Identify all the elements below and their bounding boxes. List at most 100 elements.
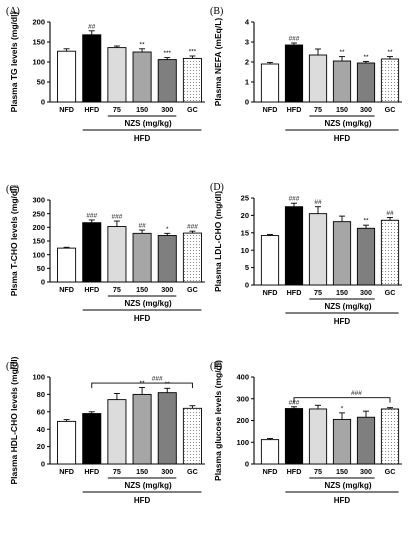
x-tick-label-nzs150: 150 (136, 467, 148, 476)
y-tick-label: 0 (41, 98, 45, 107)
hfd-group-label: HFD (134, 134, 151, 143)
bar-nzs75 (308, 213, 328, 286)
bar-nzs300 (157, 392, 177, 465)
bar-nfd (57, 247, 77, 283)
chart-panel-3: (C)Plsma T-CHO levels (mg/dl) 0 50 100 150 20… (6, 184, 205, 323)
x-tick-label-nfd: NFD (263, 105, 278, 114)
significance-hfd: ### (86, 212, 97, 219)
y-axis-label: Plsma T-CHO levels (mg/dl) (9, 186, 19, 297)
x-tick-label-nfd: NFD (59, 285, 74, 294)
significance-gc: ** (387, 49, 393, 56)
y-axis-label: Plasma LDL-CHO (mg/dl) (213, 191, 223, 292)
bar-nzs75 (308, 54, 328, 103)
x-tick-label-nfd: NFD (59, 105, 74, 114)
bar-hfd (82, 222, 102, 283)
bar-nzs150 (332, 221, 352, 286)
y-tick-label: 100 (236, 438, 249, 447)
bar-nfd (260, 439, 280, 465)
bar-gc (380, 58, 400, 103)
x-tick-label-nzs150: 150 (336, 467, 348, 476)
bar-nzs300 (157, 235, 177, 283)
bar-hfd (82, 34, 102, 103)
bar-gc (182, 407, 202, 465)
significance-nzs150: ** (339, 49, 345, 56)
bar-hfd (284, 44, 304, 103)
x-tick-label-nzs300: 300 (161, 467, 173, 476)
x-tick-label-nzs150: 150 (336, 288, 348, 297)
nzs-group-label: NZS (mg/kg) (125, 481, 172, 490)
bar-nzs150 (132, 51, 152, 103)
significance-nzs300: ** (363, 218, 369, 225)
bar-nzs300 (356, 62, 376, 103)
y-tick-label: 0 (245, 281, 249, 290)
significance-nzs300: ** (363, 54, 369, 61)
x-tick-label-nfd: NFD (59, 467, 74, 476)
x-tick-label-hfd: HFD (287, 467, 302, 476)
x-tick-label-nzs150: 150 (136, 285, 148, 294)
x-tick-label-hfd: HFD (84, 105, 99, 114)
significance-nzs75: ### (111, 214, 122, 221)
x-tick-label-nzs150: 150 (336, 105, 348, 114)
x-tick-label-gc: GC (385, 467, 396, 476)
x-tick-label-nzs75: 75 (314, 105, 322, 114)
x-tick-label-nzs75: 75 (113, 467, 121, 476)
y-tick-label: 50 (37, 264, 45, 273)
panel-letter: (B) (210, 6, 223, 17)
bar-hfd (284, 206, 304, 286)
x-tick-label-nzs150: 150 (136, 105, 148, 114)
y-tick-label: 0 (245, 460, 249, 469)
x-tick-label-gc: GC (187, 467, 198, 476)
x-tick-label-gc: GC (187, 105, 198, 114)
bar-nzs300 (157, 59, 177, 103)
y-tick-label: 300 (32, 196, 45, 205)
significance-gc: ### (187, 224, 198, 231)
hfd-group-label: HFD (334, 317, 351, 326)
panel-letter: (D) (210, 182, 224, 193)
hfd-group-label: HFD (134, 496, 151, 505)
x-tick-label-nzs300: 300 (360, 467, 372, 476)
y-tick-label: 40 (37, 425, 45, 434)
x-tick-label-hfd: HFD (84, 467, 99, 476)
y-tick-label: 4 (245, 18, 250, 27)
panel-letter: (E) (6, 361, 19, 372)
bar-nzs75 (107, 399, 127, 465)
x-tick-label-nzs300: 300 (161, 285, 173, 294)
bar-nfd (260, 235, 280, 286)
x-tick-label-nfd: NFD (263, 467, 278, 476)
y-tick-label: 200 (32, 223, 45, 232)
y-tick-label: 0 (41, 278, 45, 287)
y-tick-label: 50 (37, 78, 45, 87)
bar-nzs300 (356, 227, 376, 286)
significance-nzs300: * (166, 226, 169, 233)
bar-nzs150 (132, 232, 152, 283)
y-tick-label: 300 (236, 394, 249, 403)
y-tick-label: 100 (32, 250, 45, 259)
y-tick-label: 1 (245, 78, 249, 87)
bar-nfd (57, 420, 77, 465)
y-tick-label: 150 (32, 38, 45, 47)
significance-hfd: ## (88, 23, 96, 30)
bar-nzs150 (132, 393, 152, 465)
hfd-group-label: HFD (334, 496, 351, 505)
x-tick-label-nfd: NFD (263, 288, 278, 297)
bar-nfd (260, 63, 280, 103)
y-axis-label: Plasma TG levels (mg/dl) (9, 12, 19, 113)
x-tick-label-gc: GC (187, 285, 198, 294)
hfd-group-label: HFD (134, 314, 151, 323)
nzs-group-label: NZS (mg/kg) (324, 119, 371, 128)
bar-nzs150 (332, 418, 352, 465)
significance-nzs300: *** (163, 50, 171, 57)
bar-nfd (57, 50, 77, 103)
chart-panel-6: (F)Plasma glucose levels (mg/dl) 0 100 200 3… (210, 360, 402, 505)
nzs-group-label: NZS (mg/kg) (125, 119, 172, 128)
bar-gc (182, 232, 202, 283)
bar-hfd (284, 408, 304, 465)
y-tick-label: 20 (241, 211, 249, 220)
chart-panel-1: (A)Plasma TG levels (mg/dl) 0 50 100 150 200 N… (6, 6, 205, 143)
significance-hfd: ### (289, 399, 300, 406)
significance-nzs150: * (341, 405, 344, 412)
y-axis-label: Plasma NEFA (mEq/L) (213, 18, 223, 107)
y-tick-label: 80 (37, 390, 45, 399)
x-tick-label-hfd: HFD (287, 288, 302, 297)
